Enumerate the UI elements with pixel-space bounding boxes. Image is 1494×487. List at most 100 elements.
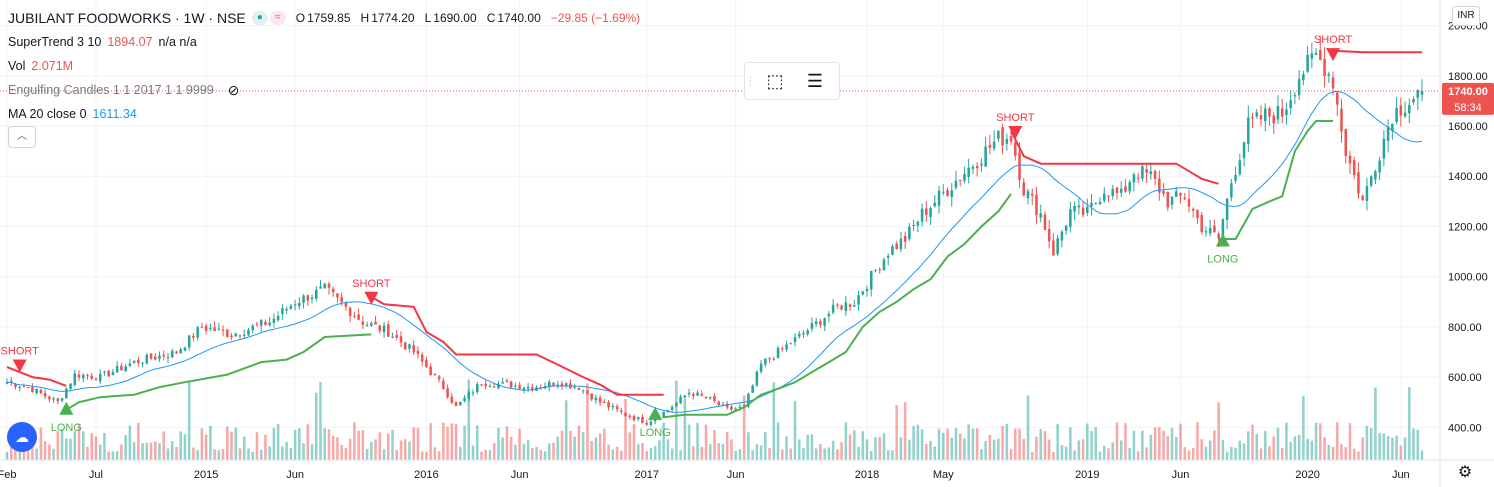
candle	[1200, 212, 1203, 235]
volume-bar	[1348, 423, 1352, 460]
candle	[535, 385, 538, 391]
candle	[124, 364, 127, 372]
volume-bar	[725, 431, 729, 460]
candle-body	[344, 302, 348, 307]
candle-body	[323, 283, 327, 289]
gear-icon[interactable]: ⚙	[1457, 464, 1473, 481]
candle-body	[446, 388, 449, 398]
candle	[255, 321, 259, 328]
indicator-supertrend[interactable]: SuperTrend 3 10 1894.07 n/a n/a	[8, 30, 640, 54]
volume-bar	[1213, 430, 1216, 460]
candle	[683, 394, 687, 399]
candle	[954, 170, 958, 190]
volume-bar	[353, 422, 356, 460]
low-label: L	[424, 11, 432, 25]
volume-bar	[323, 428, 327, 460]
volume-bar	[865, 439, 869, 460]
volume-bar	[433, 447, 437, 460]
candle	[1268, 106, 1271, 126]
candle-body	[946, 189, 949, 196]
price-tag-value: 1740.00	[1448, 86, 1488, 98]
volume-bar	[259, 449, 263, 460]
volume-bar	[226, 426, 229, 460]
volume-bar	[590, 440, 593, 460]
price-axis[interactable]: 400.00 600.00 800.00 1000.00 1200.00 1400.00 1…	[1439, 0, 1488, 487]
volume-bar	[920, 429, 924, 460]
candle-body	[1064, 225, 1068, 231]
candle	[836, 303, 839, 309]
candle	[577, 387, 581, 391]
candle	[272, 313, 276, 328]
volume-bar	[844, 422, 848, 460]
candle-body	[132, 360, 136, 363]
supertrend-down	[6, 366, 67, 387]
time-axis[interactable]: Feb Jul 2015 Jun 2016 Jun 2017 Jun 2018 May 2019 Ju…	[0, 459, 1494, 481]
candle	[26, 386, 30, 389]
candle	[175, 350, 178, 355]
volume-bar	[1018, 428, 1021, 460]
candle-body	[1043, 214, 1047, 230]
volume-bar	[154, 441, 157, 460]
price-tag-countdown: 58:34	[1454, 102, 1482, 114]
volume-bar	[1115, 422, 1119, 460]
currency-badge[interactable]: INR	[1452, 6, 1480, 26]
candle	[628, 413, 632, 420]
volume-bar	[56, 431, 60, 460]
candle-body	[1098, 201, 1102, 204]
candle-body	[836, 304, 839, 306]
candle-body	[492, 386, 496, 388]
floating-toolbar[interactable]: ⋮ ⬚ ☰	[744, 62, 840, 100]
candle-body	[1323, 58, 1326, 77]
volume-bar	[251, 451, 254, 460]
volume-bar	[1149, 434, 1153, 460]
indicator-ma[interactable]: MA 20 close 0 1611.34	[8, 102, 640, 126]
collapse-legend-button[interactable]: ︿	[8, 126, 36, 148]
volume-bar	[895, 405, 898, 460]
hidden-eye-icon[interactable]: ⊘	[227, 82, 240, 98]
indicator-volume[interactable]: Vol 2.071M	[8, 54, 640, 78]
candle-body	[594, 397, 598, 401]
tradingview-logo-icon[interactable]: ☁	[7, 422, 37, 452]
candle	[548, 379, 551, 392]
candle-body	[975, 166, 979, 169]
candle	[569, 379, 572, 390]
symbol-title[interactable]: JUBILANT FOODWORKS · 1W · NSE	[8, 10, 246, 26]
volume-bar	[158, 443, 161, 460]
indicator-engulfing[interactable]: Engulfing Candles 1 1 2017 1 1 9999 ⊘	[8, 78, 640, 102]
candle-body	[1115, 187, 1119, 193]
volume-bar	[1196, 422, 1199, 460]
volume-bar	[1009, 448, 1013, 460]
candle	[488, 383, 492, 388]
candle-body	[1179, 192, 1182, 196]
candle-body	[1081, 207, 1085, 216]
select-rectangle-icon[interactable]: ⬚	[766, 70, 784, 91]
candle	[1395, 97, 1398, 125]
volume-bar	[1234, 447, 1237, 460]
candle-body	[857, 295, 860, 305]
volume-bar	[331, 435, 335, 460]
drag-handle-icon[interactable]: ⋮	[745, 75, 755, 87]
candle-body	[331, 288, 335, 293]
candle	[598, 394, 602, 407]
y-tick-label: 1800.00	[1448, 71, 1488, 83]
short-arrow-icon	[1008, 126, 1023, 140]
candle-body	[463, 397, 466, 402]
candle	[374, 315, 377, 325]
volume-bar	[531, 447, 534, 460]
settings-lines-icon[interactable]: ☰	[806, 70, 824, 91]
candle-body	[785, 344, 788, 350]
candle	[594, 394, 598, 404]
candle-body	[1272, 115, 1275, 124]
volume-bar	[446, 426, 449, 460]
volume-bar	[1136, 451, 1140, 460]
candle	[1408, 98, 1411, 124]
indicator-extra: n/a n/a	[158, 35, 197, 49]
candle-body	[1263, 108, 1267, 122]
candle-body	[869, 270, 873, 290]
indicator-label: Vol	[8, 59, 26, 73]
volume-bar	[69, 438, 72, 460]
candle-body	[1094, 202, 1098, 204]
candle-body	[183, 347, 187, 351]
candle-body	[1145, 169, 1148, 173]
